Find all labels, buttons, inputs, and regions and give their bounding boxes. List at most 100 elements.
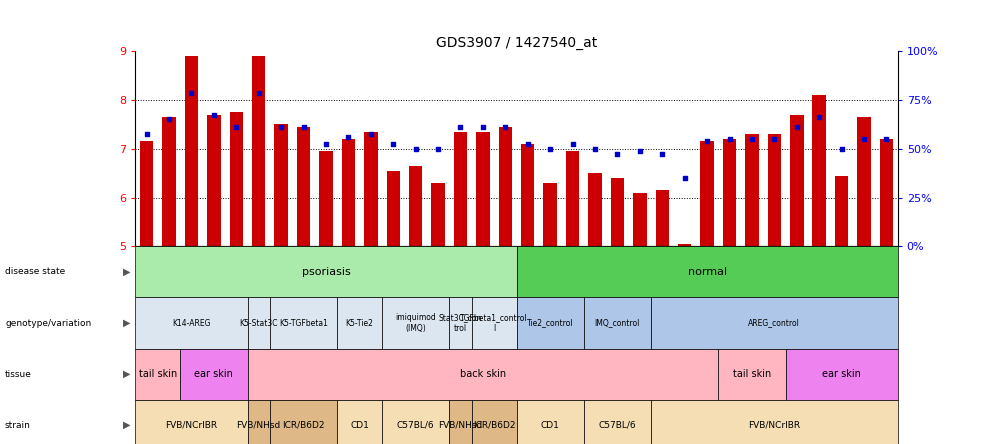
Point: [653, 150, 669, 157]
Bar: [744, 134, 758, 246]
Bar: [275, 124, 288, 246]
Point: [631, 147, 647, 155]
Text: imiquimod
(IMQ): imiquimod (IMQ): [395, 313, 436, 333]
Bar: [386, 171, 400, 246]
Text: tail skin: tail skin: [732, 369, 771, 379]
Text: K5-Tie2: K5-Tie2: [346, 318, 373, 328]
Text: genotype/variation: genotype/variation: [5, 318, 91, 328]
Point: [720, 135, 736, 143]
Text: normal: normal: [686, 267, 726, 277]
Point: [318, 140, 334, 147]
Text: K14-AREG: K14-AREG: [172, 318, 210, 328]
Text: CD1: CD1: [350, 420, 369, 430]
Bar: [722, 139, 735, 246]
Bar: [812, 95, 825, 246]
Text: ▶: ▶: [123, 267, 130, 277]
Point: [296, 123, 312, 131]
Title: GDS3907 / 1427540_at: GDS3907 / 1427540_at: [436, 36, 596, 50]
Text: K5-Stat3C: K5-Stat3C: [239, 318, 278, 328]
Bar: [677, 244, 690, 246]
Bar: [879, 139, 893, 246]
Point: [138, 131, 154, 138]
Text: CD1: CD1: [540, 420, 559, 430]
Text: ICR/B6D2: ICR/B6D2: [472, 420, 515, 430]
Bar: [498, 127, 512, 246]
Bar: [364, 132, 377, 246]
Text: FVB/NHsd: FVB/NHsd: [438, 420, 482, 430]
Point: [878, 135, 894, 143]
Text: ear skin: ear skin: [822, 369, 860, 379]
Bar: [857, 117, 870, 246]
Text: Stat3C_con
trol: Stat3C_con trol: [438, 313, 482, 333]
Text: Tie2_control: Tie2_control: [526, 318, 573, 328]
Bar: [297, 127, 310, 246]
Point: [564, 140, 580, 147]
Point: [676, 174, 692, 182]
Text: IMQ_control: IMQ_control: [594, 318, 639, 328]
Point: [811, 113, 827, 120]
Point: [273, 123, 289, 131]
Text: disease state: disease state: [5, 267, 65, 277]
Text: C57BL/6: C57BL/6: [598, 420, 635, 430]
Bar: [229, 112, 242, 246]
Text: ICR/B6D2: ICR/B6D2: [282, 420, 325, 430]
Point: [788, 123, 804, 131]
Bar: [610, 178, 623, 246]
Bar: [767, 134, 781, 246]
Text: tissue: tissue: [5, 369, 32, 379]
Point: [519, 140, 535, 147]
Bar: [184, 56, 198, 246]
Point: [205, 111, 221, 118]
Point: [452, 123, 468, 131]
Point: [833, 145, 849, 152]
Text: ear skin: ear skin: [194, 369, 233, 379]
Text: tail skin: tail skin: [138, 369, 176, 379]
Bar: [565, 151, 579, 246]
Bar: [207, 115, 220, 246]
Bar: [342, 139, 355, 246]
Point: [385, 140, 401, 147]
Point: [698, 138, 714, 145]
Bar: [588, 173, 601, 246]
Bar: [632, 193, 646, 246]
Point: [340, 133, 356, 140]
Bar: [476, 132, 489, 246]
Point: [161, 116, 177, 123]
Bar: [790, 115, 803, 246]
Bar: [453, 132, 467, 246]
Point: [855, 135, 871, 143]
Text: AREG_control: AREG_control: [747, 318, 800, 328]
Bar: [834, 176, 848, 246]
Text: FVB/NCrIBR: FVB/NCrIBR: [165, 420, 217, 430]
Point: [609, 150, 625, 157]
Point: [407, 145, 423, 152]
Text: ▶: ▶: [123, 318, 130, 328]
Text: C57BL/6: C57BL/6: [397, 420, 434, 430]
Point: [430, 145, 446, 152]
Bar: [319, 151, 333, 246]
Bar: [139, 141, 153, 246]
Bar: [409, 166, 422, 246]
Bar: [431, 183, 444, 246]
Text: FVB/NCrIBR: FVB/NCrIBR: [747, 420, 800, 430]
Bar: [655, 190, 668, 246]
Text: psoriasis: psoriasis: [302, 267, 350, 277]
Point: [766, 135, 782, 143]
Point: [363, 131, 379, 138]
Point: [250, 89, 267, 96]
Bar: [162, 117, 175, 246]
Point: [474, 123, 490, 131]
Point: [228, 123, 244, 131]
Point: [542, 145, 558, 152]
Point: [497, 123, 513, 131]
Bar: [520, 144, 534, 246]
Text: back skin: back skin: [459, 369, 505, 379]
Point: [743, 135, 760, 143]
Text: ▶: ▶: [123, 420, 130, 430]
Text: ▶: ▶: [123, 369, 130, 379]
Bar: [252, 56, 266, 246]
Text: strain: strain: [5, 420, 31, 430]
Text: TGFbeta1_control
l: TGFbeta1_control l: [460, 313, 527, 333]
Point: [586, 145, 602, 152]
Text: FVB/NHsd: FVB/NHsd: [236, 420, 281, 430]
